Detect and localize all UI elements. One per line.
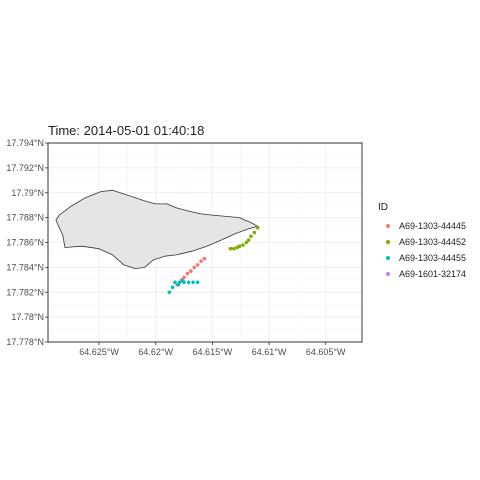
detection-point [246,238,251,242]
detection-point [244,240,249,245]
detection-point [202,256,207,261]
legend-key [386,256,390,260]
y-tick-label: 17.794°N [6,138,44,148]
y-tick-label: 17.792°N [6,163,44,173]
legend-label: A69-1303-44452 [399,237,466,247]
map-title: Time: 2014-05-01 01:40:18 [48,123,204,138]
x-axis: 64.625°W 64.62°W 64.615°W 64.61°W 64.605°W [79,342,346,357]
island-polygon [55,189,259,270]
detection-point [228,246,233,251]
detection-point [185,271,190,276]
legend-label: A69-1303-44445 [399,221,466,231]
detection-point [199,259,203,263]
legend-label: A69-1601-32174 [399,269,466,279]
y-tick-label: 17.78°N [11,312,44,322]
detection-point [176,282,181,287]
y-tick-label: 17.786°N [6,238,44,248]
legend: ID A69-1303-44445 A69-1303-44452 A69-1303-… [378,202,466,279]
x-tick-label: 64.625°W [79,347,119,357]
legend-key [386,272,390,276]
x-tick-label: 64.615°W [193,347,233,357]
detection-point [170,285,175,290]
y-tick-label: 17.79°N [11,188,44,198]
land-layer [55,189,259,270]
detection-point [195,263,200,267]
detection-point [182,275,186,280]
detection-point [173,280,177,285]
detection-point [189,269,193,273]
detection-point [235,245,240,250]
detection-point [191,280,195,285]
detection-point [252,230,257,235]
x-tick-label: 64.605°W [306,347,346,357]
legend-label: A69-1303-44455 [399,253,466,263]
detection-point [241,243,245,247]
detection-point [167,290,172,295]
x-tick-label: 64.61°W [252,347,287,357]
detection-point [249,234,253,239]
legend-key [386,224,390,228]
detection-point [232,246,236,251]
detection-points [167,225,260,295]
detection-point [186,280,191,285]
y-tick-label: 17.778°N [6,337,44,347]
y-tick-label: 17.782°N [6,287,44,297]
detection-point [192,265,197,270]
detection-point [181,279,185,283]
legend-key [386,240,390,244]
y-tick-label: 17.788°N [6,213,44,223]
detection-point [255,225,260,230]
x-tick-label: 64.62°W [138,347,173,357]
y-tick-label: 17.784°N [6,262,44,272]
detection-point [195,280,200,285]
legend-title: ID [378,202,388,213]
y-axis: 17.778°N 17.78°N 17.782°N 17.784°N 17.786°N 1… [6,138,48,347]
